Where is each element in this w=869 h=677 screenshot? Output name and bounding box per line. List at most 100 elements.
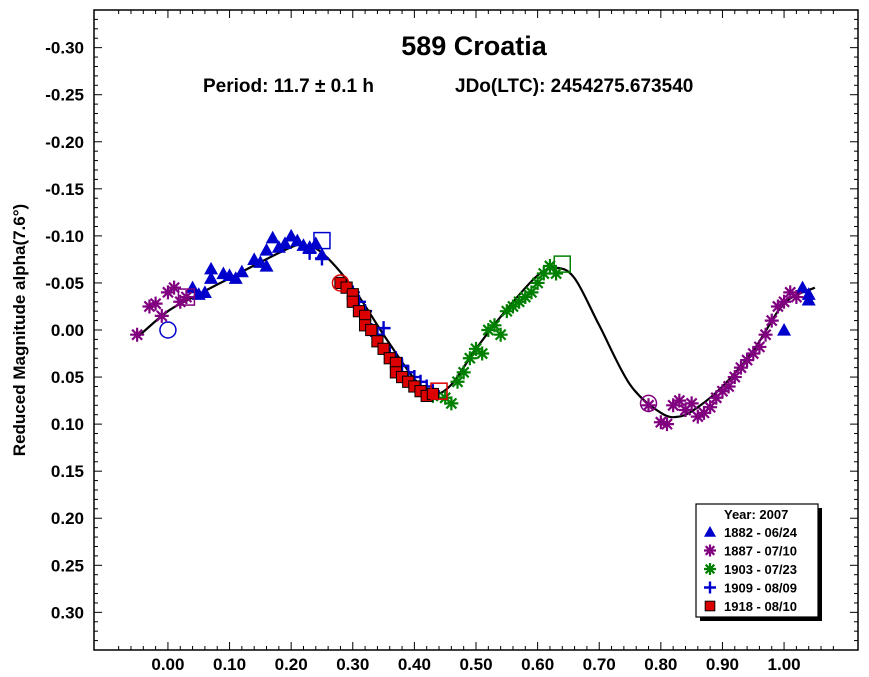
asterisk-point: [154, 308, 169, 323]
asterisk-point: [148, 296, 163, 311]
triangle-point: [228, 271, 243, 284]
asterisk-point: [746, 346, 761, 361]
open-markers: [159, 231, 658, 413]
asterisk-point: [641, 398, 656, 413]
legend-asterisk-glyph: [704, 563, 716, 575]
period-label: Period: 11.7 ± 0.1 h: [203, 76, 374, 97]
asterisk-point: [444, 396, 459, 411]
y-tick-label: -0.25: [45, 86, 84, 105]
triangle-point: [204, 261, 219, 275]
asterisk-point: [770, 299, 785, 314]
asterisk-point: [727, 370, 742, 385]
y-tick-label: 0.05: [51, 368, 84, 387]
x-tick-label: 0.60: [521, 655, 554, 674]
x-tick-label: 0.40: [398, 655, 431, 674]
open-square-marker: [177, 288, 196, 306]
asterisk-point: [690, 409, 705, 424]
asterisk-point: [789, 290, 804, 305]
x-tick-label: 0.70: [583, 655, 616, 674]
y-axis-label: Reduced Magnitude alpha(7.6°): [10, 204, 29, 456]
asterisk-point: [524, 285, 539, 300]
x-tick-label: 0.10: [213, 655, 246, 674]
triangle-point: [278, 236, 292, 250]
asterisk-point: [709, 390, 724, 405]
asterisk-point: [764, 313, 779, 328]
legend-item-label: 1882 - 06/24: [724, 525, 798, 540]
y-tick-label: -0.20: [45, 133, 84, 152]
legend-box: [695, 503, 819, 618]
asterisk-point: [160, 285, 175, 300]
asterisk-point: [536, 266, 551, 281]
x-tick-label: 0.90: [706, 655, 739, 674]
square-point: [426, 387, 439, 401]
legend-triangle-glyph: [704, 526, 716, 537]
y-tick-label: 0.25: [51, 556, 84, 575]
asterisk-point: [672, 393, 687, 408]
y-tick-label: -0.10: [45, 227, 84, 246]
asterisk-point: [456, 365, 471, 380]
asterisk-point: [549, 266, 564, 281]
asterisk-point: [493, 327, 508, 342]
x-tick-label: 0.20: [275, 655, 308, 674]
y-tick-label: -0.05: [45, 274, 84, 293]
x-tick-label: 0.80: [644, 655, 677, 674]
triangle-point: [801, 292, 816, 306]
asterisk-point: [499, 304, 514, 319]
legend-item-label: 1887 - 07/10: [724, 544, 797, 559]
triangle-point: [271, 240, 286, 253]
asterisk-point: [758, 327, 773, 342]
triangle-point: [185, 280, 200, 294]
asterisk-point: [752, 339, 767, 354]
triangle-point: [259, 243, 274, 256]
open-square-marker: [430, 382, 448, 400]
asterisk-point: [678, 403, 693, 417]
chart-title: 589 Croatia: [401, 31, 548, 61]
asterisk-point: [530, 275, 545, 290]
axes: 0.00 0.10 0.20 0.30 0.40 0.50 0.60 0.70 0.80 0.90…: [45, 10, 858, 674]
asterisk-point: [703, 400, 718, 415]
square-point: [371, 335, 384, 348]
y-tick-label: -0.15: [45, 180, 84, 199]
asterisk-point: [475, 346, 490, 361]
triangle-point: [265, 230, 280, 244]
asterisk-point: [542, 259, 557, 273]
y-tick-label: 0.30: [51, 603, 84, 622]
legend-title: Year: 2007: [724, 507, 788, 522]
asterisk-point: [666, 398, 681, 413]
asterisk-point: [142, 299, 157, 314]
legend: Year: 2007 1882 - 06/24 1887 - 07/10 1903 …: [695, 503, 822, 621]
triangle-point: [284, 228, 299, 242]
asterisk-point: [783, 285, 798, 300]
asterisk-point: [512, 294, 527, 309]
asterisk-point: [450, 374, 465, 389]
legend-item-label: 1918 - 08/10: [724, 599, 797, 614]
legend-square-glyph: [704, 600, 716, 612]
asterisk-point: [481, 323, 496, 337]
asterisk-point: [487, 318, 502, 333]
asterisk-point: [130, 327, 145, 342]
asterisk-point: [721, 379, 736, 394]
asterisk-point: [733, 360, 748, 375]
open-circle-marker: [639, 394, 658, 413]
triangle-point: [777, 323, 792, 336]
y-tick-label: 0.15: [51, 462, 84, 481]
plus-point: [314, 251, 329, 266]
legend-item-label: 1909 - 08/09: [724, 581, 797, 596]
x-tick-label: 0.30: [336, 655, 369, 674]
y-tick-label: -0.30: [45, 39, 84, 58]
asterisk-point: [167, 280, 182, 295]
asterisk-point: [469, 341, 483, 356]
legend-item-label: 1903 - 07/23: [724, 562, 797, 577]
data-points: [130, 228, 816, 432]
asterisk-point: [715, 384, 730, 399]
triangle-point: [197, 285, 212, 298]
square-point: [346, 295, 359, 308]
asterisk-point: [462, 351, 477, 366]
open-circle-marker: [331, 274, 350, 292]
legend-items: 1882 - 06/24 1887 - 07/10 1903 - 07/23 1909…: [704, 525, 798, 614]
open-square-marker: [313, 231, 331, 250]
asterisk-point: [438, 390, 453, 405]
asterisk-point: [696, 405, 711, 420]
triangle-point: [234, 264, 249, 278]
